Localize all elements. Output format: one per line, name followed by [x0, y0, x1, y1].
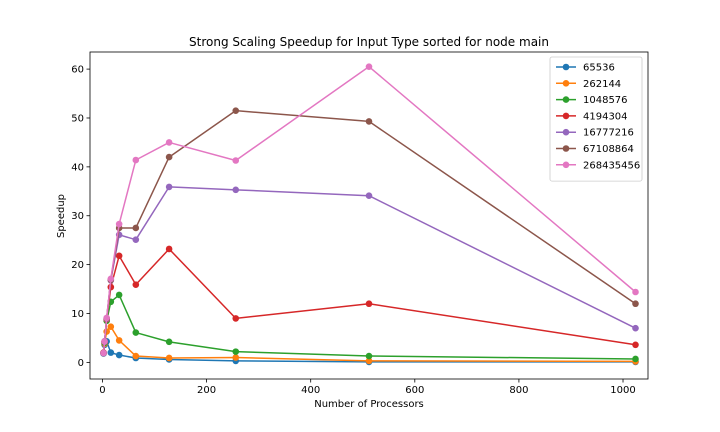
x-tick-label-1000: 1000: [610, 385, 635, 396]
series-point-268435456-8: [103, 314, 110, 322]
series-point-67108864-64: [132, 224, 140, 232]
series-point-4194304-256: [232, 315, 240, 322]
series-point-268435456-16: [107, 275, 115, 283]
series-point-1048576-1024: [632, 355, 639, 363]
series-point-1048576-128: [165, 338, 173, 346]
series-point-4194304-512: [365, 300, 373, 308]
legend-label-262144: 262144: [583, 79, 621, 90]
legend-marker-67108864: [562, 145, 570, 152]
plot-area: [100, 63, 639, 366]
y-tick-label-10: 10: [71, 309, 84, 320]
series-point-268435456-512: [365, 63, 373, 70]
series-point-268435456-256: [232, 157, 240, 164]
y-tick-label-40: 40: [71, 162, 84, 173]
y-tick-label-0: 0: [78, 358, 84, 369]
legend-marker-16777216: [562, 128, 570, 136]
series-line-268435456: [102, 65, 636, 354]
series-point-16777216-512: [365, 192, 373, 199]
y-axis-label: Speedup: [56, 194, 67, 238]
series-point-268435456-1024: [632, 288, 639, 296]
y-tick-label-20: 20: [71, 260, 84, 271]
series-point-262144-128: [165, 354, 173, 362]
series-point-4194304-128: [165, 245, 173, 253]
x-tick-label-600: 600: [405, 385, 424, 396]
series-point-1048576-32: [115, 291, 123, 299]
legend-label-4194304: 4194304: [583, 111, 628, 122]
series-point-16777216-1024: [632, 324, 639, 332]
x-tick-label-0: 0: [99, 385, 105, 396]
series-point-268435456-128: [165, 139, 173, 146]
series-point-67108864-1024: [632, 300, 639, 308]
legend-label-65536: 65536: [583, 63, 615, 74]
legend-marker-65536: [562, 63, 570, 71]
series-point-16777216-256: [232, 186, 240, 194]
series-point-262144-64: [132, 352, 140, 360]
series-point-268435456-4: [101, 338, 108, 345]
series-point-1048576-256: [232, 348, 240, 355]
series-point-262144-512: [365, 357, 373, 365]
y-tick-label-30: 30: [71, 211, 84, 222]
series-point-4194304-1024: [632, 341, 639, 349]
series-point-67108864-128: [165, 153, 173, 161]
series-point-65536-32: [115, 351, 123, 359]
series-point-67108864-256: [232, 107, 240, 114]
series-point-268435456-2: [100, 349, 107, 357]
y-tick-label-60: 60: [71, 65, 84, 76]
chart-title: Strong Scaling Speedup for Input Type so…: [189, 35, 549, 49]
series-point-16777216-64: [132, 236, 140, 243]
y-tick-label-50: 50: [71, 113, 84, 124]
legend-box: [549, 56, 643, 182]
series-point-1048576-512: [365, 352, 373, 360]
legend: 65536 262144 1048576 4194304 16777216 6710886…: [549, 56, 643, 182]
legend-label-16777216: 16777216: [583, 128, 634, 139]
series-point-268435456-32: [115, 220, 123, 228]
legend-marker-4194304: [562, 112, 570, 120]
series-point-262144-256: [232, 354, 240, 361]
series-point-67108864-512: [365, 118, 373, 125]
legend-label-268435456: 268435456: [583, 160, 640, 171]
series-point-262144-16: [107, 323, 115, 331]
series-point-4194304-64: [132, 281, 140, 288]
axes: 0 200 400 600 800 1000 0 10 20 30 40 50 60: [71, 51, 649, 396]
series-point-1048576-64: [132, 329, 140, 336]
legend-marker-262144: [562, 80, 570, 87]
legend-label-67108864: 67108864: [583, 144, 634, 155]
x-tick-label-400: 400: [301, 385, 320, 396]
series-point-268435456-64: [132, 156, 140, 164]
legend-marker-268435456: [562, 161, 570, 169]
legend-marker-1048576: [562, 96, 570, 103]
x-tick-label-200: 200: [197, 385, 216, 396]
x-tick-label-800: 800: [509, 385, 528, 396]
series-point-65536-16: [107, 349, 115, 356]
series-point-262144-32: [115, 337, 123, 344]
x-axis-label: Number of Processors: [314, 399, 424, 410]
series-point-4194304-32: [115, 252, 123, 260]
legend-label-1048576: 1048576: [583, 95, 628, 106]
series-point-16777216-128: [165, 183, 173, 191]
